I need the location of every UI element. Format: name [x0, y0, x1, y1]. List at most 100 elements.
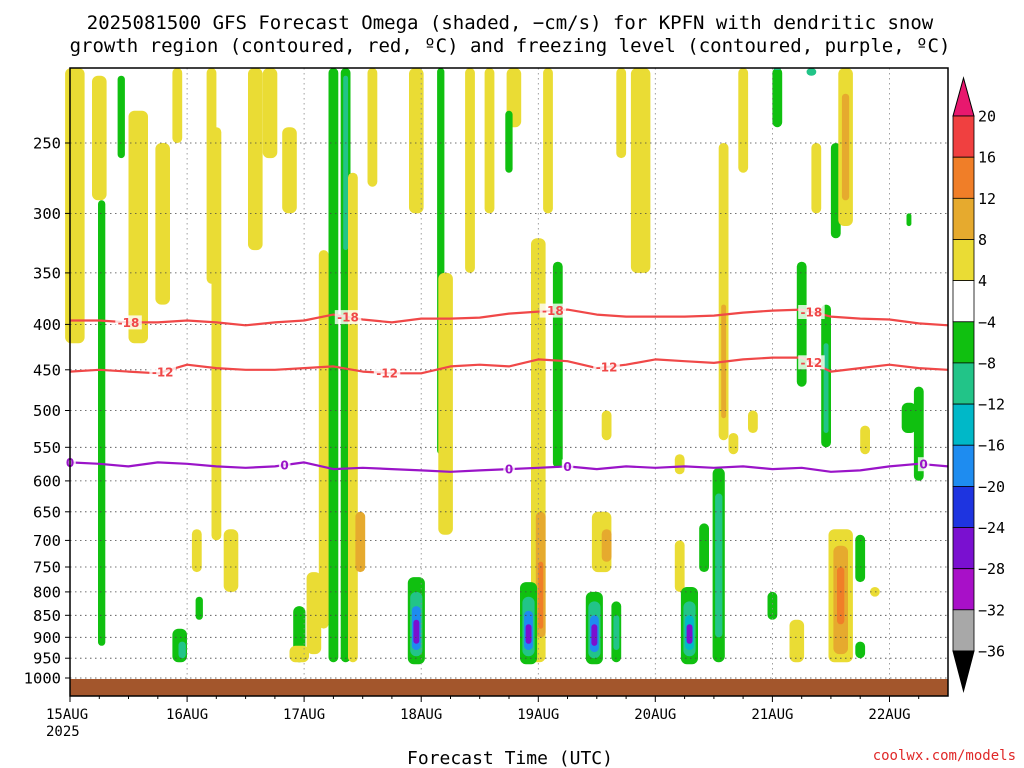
omega-cell	[318, 250, 329, 629]
omega-cell	[355, 511, 366, 573]
y-tick-label: 700	[33, 532, 61, 550]
omega-shading	[65, 68, 924, 665]
freezing-level-label-bg	[561, 459, 574, 474]
omega-cell	[409, 68, 424, 214]
chart-title: 2025081500 GFS Forecast Omega (shaded, −…	[87, 12, 934, 34]
y-tick-label: 550	[33, 439, 61, 457]
omega-cell	[538, 561, 544, 629]
x-tick-label: 17AUG	[283, 707, 325, 723]
omega-cell	[128, 110, 148, 344]
freezing-level-label: 0	[505, 463, 513, 477]
colorbar-label: 12	[978, 190, 996, 208]
contour-m12-label-bg	[149, 364, 176, 379]
contour-m18-label: -18	[118, 316, 140, 330]
colorbar-segment	[952, 568, 975, 611]
freezing-level-label: 0	[280, 459, 288, 473]
omega-cell	[92, 75, 107, 201]
omega-cell	[195, 596, 203, 620]
colorbar: 20 16 12 8 4 −4 −8 −12 −16 −20 −24 −28 −32 −36	[952, 76, 1005, 693]
omega-cell	[830, 143, 841, 239]
omega-cell	[613, 615, 620, 650]
colorbar-top-arrow	[952, 76, 975, 117]
omega-cell	[465, 68, 475, 273]
colorbar-segment	[952, 527, 975, 570]
colorbar-label: 8	[978, 231, 987, 249]
omega-cell	[806, 68, 817, 76]
omega-cell	[728, 433, 739, 455]
colorbar-label: −4	[978, 313, 996, 331]
omega-cell	[748, 410, 758, 433]
y-tick-label: 600	[33, 472, 61, 490]
y-tick-label: 250	[33, 135, 61, 153]
omega-cell	[630, 68, 651, 273]
contour-m18-label: -18	[337, 311, 359, 325]
colorbar-label: 16	[978, 149, 996, 167]
omega-cell	[699, 523, 709, 572]
y-tick-label: 750	[33, 559, 61, 577]
omega-cell	[789, 619, 805, 663]
colorbar-label: −36	[978, 643, 1005, 661]
omega-cell	[811, 143, 822, 214]
contour-m12-label: -12	[152, 365, 174, 379]
omega-cell	[855, 534, 866, 583]
contour-m12-label-bg	[373, 366, 401, 380]
omega-cell	[823, 343, 829, 433]
credit-text[interactable]: coolwx.com/models	[873, 748, 1016, 764]
x-tick-label: 15AUG	[46, 707, 88, 723]
y-tick-label: 850	[33, 607, 61, 625]
omega-cell	[211, 127, 222, 541]
x-tick-label: 22AUG	[868, 707, 910, 723]
contour-m12-label: -12	[376, 367, 398, 381]
omega-cell	[552, 261, 563, 468]
colorbar-label: −20	[978, 478, 1005, 496]
omega-cell	[289, 645, 309, 663]
omega-cell	[855, 641, 866, 659]
x-tick-label: 21AUG	[751, 707, 793, 723]
omega-cell	[738, 68, 749, 173]
colorbar-segment	[952, 239, 975, 282]
y-tick-label: 400	[33, 316, 61, 334]
omega-cell	[117, 75, 125, 159]
freezing-level-label: 0	[563, 460, 571, 474]
y-tick-label: 1000	[24, 670, 61, 688]
chart-subtitle: growth region (contoured, red, ºC) and f…	[70, 35, 951, 57]
omega-cell	[686, 624, 693, 644]
omega-cell	[65, 68, 85, 344]
omega-cell	[870, 587, 880, 597]
omega-cell	[525, 624, 532, 644]
ground-surface-band	[70, 679, 948, 696]
colorbar-segment	[952, 197, 975, 240]
colorbar-label: −12	[978, 396, 1005, 414]
contour-m12-label-bg	[593, 360, 620, 374]
colorbar-segment	[952, 403, 975, 446]
x-tick-label: 16AUG	[166, 707, 208, 723]
contour-m12-label-bg	[798, 355, 825, 370]
colorbar-segment	[952, 444, 975, 487]
freezing-level-label-bg	[278, 458, 291, 473]
omega-cell	[601, 529, 612, 562]
omega-cell	[248, 68, 263, 251]
colorbar-segment	[952, 362, 975, 405]
omega-cell	[484, 68, 495, 214]
omega-cell	[367, 68, 378, 187]
colorbar-segment	[952, 321, 975, 364]
x-tick-label: 18AUG	[400, 707, 442, 723]
colorbar-label: −24	[978, 519, 1005, 537]
contour-m18-label-bg	[115, 315, 142, 330]
contour-m18-label-bg	[539, 303, 567, 318]
contour-m18-label-bg	[334, 310, 362, 325]
colorbar-label: 20	[978, 108, 996, 126]
colorbar-label: −16	[978, 437, 1005, 455]
y-tick-label: 650	[33, 503, 61, 521]
omega-cell	[543, 68, 553, 214]
y-tick-label: 350	[33, 264, 61, 282]
omega-cell	[172, 68, 183, 143]
omega-cell	[413, 619, 420, 644]
colorbar-bottom-arrow	[952, 650, 975, 693]
omega-cell	[841, 93, 850, 201]
colorbar-segment	[952, 280, 975, 323]
y-axis: 250 300 350 400 450 500 550 600 650 700 750 800 850 9…	[24, 135, 70, 688]
y-tick-label: 900	[33, 629, 61, 647]
colorbar-segment	[952, 609, 975, 652]
y-tick-label: 450	[33, 361, 61, 379]
